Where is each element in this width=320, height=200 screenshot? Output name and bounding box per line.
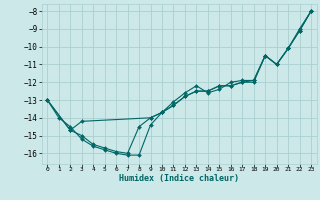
X-axis label: Humidex (Indice chaleur): Humidex (Indice chaleur)	[119, 174, 239, 183]
